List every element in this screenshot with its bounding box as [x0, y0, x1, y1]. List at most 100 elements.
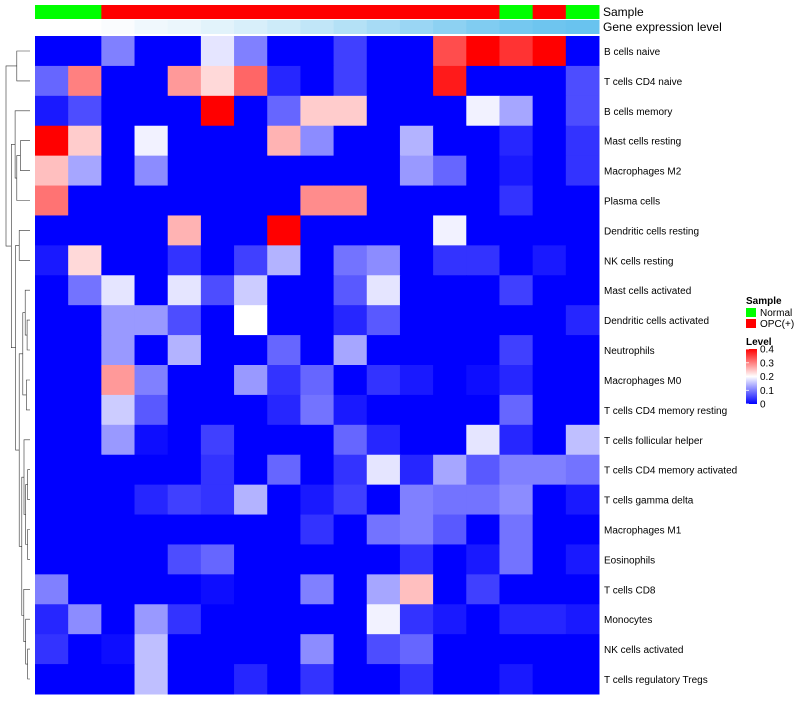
heatmap-cell [300, 424, 335, 456]
heatmap-cell [300, 125, 335, 157]
heatmap-cell [234, 454, 268, 486]
heatmap-cell [200, 125, 235, 157]
heatmap-cell [532, 125, 567, 157]
heatmap-cell [366, 664, 401, 695]
heatmap-cell [200, 424, 235, 456]
heatmap-cell [532, 65, 567, 97]
heatmap-cell [300, 544, 335, 575]
heatmap-cell [433, 484, 467, 516]
heatmap-cell [234, 574, 268, 605]
heatmap-cell [399, 155, 434, 187]
heatmap-cell [35, 65, 69, 97]
heatmap-cell [167, 484, 202, 516]
heatmap-cell [399, 424, 434, 456]
heatmap-cell [101, 335, 136, 366]
heatmap-cell [366, 305, 401, 336]
heatmap-cell [399, 275, 434, 306]
heatmap-cell [433, 275, 467, 306]
heatmap-cell [565, 65, 600, 97]
heatmap-cell [234, 394, 268, 426]
heatmap-cell [68, 245, 102, 276]
heatmap-cell [366, 65, 401, 97]
heatmap-cell [499, 514, 534, 545]
heatmap-cell [565, 574, 600, 605]
heatmap-cell [101, 424, 136, 456]
dendrogram-branch [27, 469, 30, 500]
heatmap-cell [565, 305, 600, 336]
heatmap-cell [300, 514, 335, 545]
heatmap-cell [68, 95, 102, 127]
heatmap-cell [167, 335, 202, 366]
heatmap-cell [134, 484, 169, 516]
heatmap-cell [200, 454, 235, 486]
heatmap-cell [267, 604, 301, 635]
heatmap-cell [234, 155, 268, 187]
heatmap-cell [499, 365, 534, 396]
heatmap-cell [466, 65, 500, 97]
heatmap-cell [300, 484, 335, 516]
heatmap-cell [300, 365, 335, 396]
heatmap-cell [433, 574, 467, 605]
heatmap-cell [68, 215, 102, 246]
heatmap-cell [565, 245, 600, 276]
heatmap-cell [499, 185, 534, 216]
heatmap-cell [234, 215, 268, 246]
heatmap-cell [267, 125, 301, 157]
row-label: Monocytes [604, 615, 652, 626]
sample-annotation-cell [433, 5, 467, 19]
heatmap-cell [101, 664, 136, 695]
heatmap-cell [134, 365, 169, 396]
expression-annotation-cell [267, 20, 301, 34]
heatmap-cell [366, 574, 401, 605]
heatmap-cell [300, 155, 335, 187]
heatmap-cell [35, 335, 69, 366]
heatmap-cell [200, 36, 235, 67]
heatmap-cell [101, 36, 136, 67]
heatmap-cell [399, 664, 434, 695]
dendrogram-branch [16, 155, 30, 201]
expression-annotation-cell [399, 20, 434, 34]
expression-annotation-cell [101, 20, 136, 34]
heatmap-cell [267, 574, 301, 605]
heatmap-cell [333, 664, 368, 695]
dendrogram-branch [26, 379, 30, 411]
heatmap-cell [68, 604, 102, 635]
legend-tick-label: 0.1 [760, 386, 774, 397]
track-label-expression: Gene expression level [603, 20, 722, 34]
dendrogram-branch [23, 589, 30, 642]
heatmap-cell [68, 365, 102, 396]
heatmap-cell [399, 36, 434, 67]
heatmap-cell [234, 335, 268, 366]
heatmap-cell [35, 424, 69, 456]
legend-level-title: Level [746, 337, 772, 348]
heatmap-cell [300, 604, 335, 635]
heatmap-cell [333, 305, 368, 336]
heatmap-cell [532, 155, 567, 187]
heatmap-cell [366, 95, 401, 127]
heatmap-cell [333, 544, 368, 575]
heatmap-cell [466, 424, 500, 456]
heatmap-cell [167, 185, 202, 216]
heatmap-cell [366, 544, 401, 575]
expression-annotation-cell [68, 20, 102, 34]
heatmap-cell [333, 65, 368, 97]
heatmap-cell [234, 604, 268, 635]
heatmap-cell [333, 604, 368, 635]
heatmap-cell [366, 275, 401, 306]
heatmap-cell [466, 215, 500, 246]
row-label: Macrophages M1 [604, 526, 682, 537]
heatmap-cell [333, 275, 368, 306]
row-label: Dendritic cells activated [604, 316, 709, 327]
heatmap-cell [333, 335, 368, 366]
heatmap-cell [300, 634, 335, 665]
heatmap-cell [433, 125, 467, 157]
heatmap-cell [68, 185, 102, 216]
heatmap-cell [234, 424, 268, 456]
heatmap-cell [35, 245, 69, 276]
heatmap-cell [300, 305, 335, 336]
sample-annotation-cell [532, 5, 567, 19]
heatmap-cell [35, 544, 69, 575]
heatmap-cell [532, 215, 567, 246]
heatmap-cell [167, 454, 202, 486]
